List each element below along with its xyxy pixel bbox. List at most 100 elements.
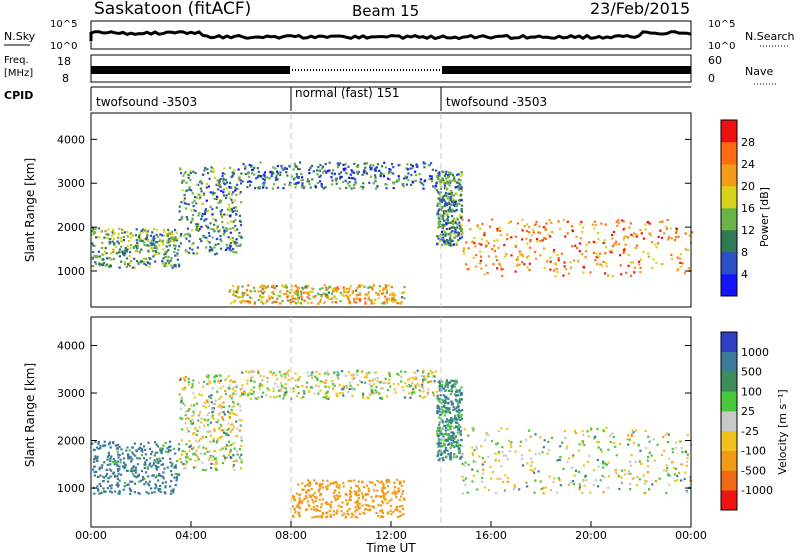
power-echo-cell [642,237,645,240]
power-echo-cell [206,239,209,242]
power-echo-cell [153,237,156,240]
power-echo-cell [370,300,373,303]
power-colorbar-swatch [721,252,737,275]
power-echo-cell [430,177,433,180]
velocity-echo-cell [140,448,143,451]
power-echo-cell [237,296,240,299]
velocity-echo-cell [393,388,396,391]
velocity-echo-cell [292,390,295,393]
power-echo-cell [629,261,632,264]
velocity-echo-cell [450,388,453,391]
power-echo-cell [639,229,642,232]
power-echo-cell [260,284,263,287]
power-echo-cell [392,187,395,190]
power-echo-cell [119,251,123,254]
velocity-echo-cell [438,398,442,401]
power-echo-cell [171,235,175,239]
freq-label: Freq. [4,55,29,66]
power-echo-cell [350,187,353,190]
power-echo-cell [355,297,358,300]
velocity-echo-cell [354,506,357,509]
power-echo-cell [188,235,192,238]
power-echo-cell [207,227,210,230]
power-echo-cell [439,182,442,185]
power-echo-cell [451,174,455,177]
power-echo-cell [256,176,259,179]
velocity-echo-cell [543,439,546,442]
velocity-echo-cell [338,484,341,487]
velocity-echo-cell [139,443,143,446]
power-echo-cell [416,165,419,168]
velocity-echo-cell [325,488,328,491]
velocity-echo-cell [199,411,202,414]
velocity-echo-cell [446,424,449,427]
power-echo-cell [578,242,582,245]
power-echo-cell [285,292,288,295]
velocity-echo-cell [618,487,621,491]
power-echo-cell [485,240,488,243]
power-echo-cell [374,176,377,179]
velocity-echo-cell [630,434,633,438]
power-echo-cell [621,219,624,222]
velocity-echo-cell [410,393,413,396]
power-echo-cell [444,209,447,212]
velocity-echo-cell [399,510,402,513]
velocity-echo-cell [91,442,94,445]
power-echo-cell [229,289,232,292]
power-echo-cell [274,167,277,170]
power-echo-cell [574,244,577,247]
power-echo-cell [149,234,152,237]
velocity-echo-cell [232,442,235,445]
power-echo-cell [453,236,456,239]
power-echo-cell [445,186,448,189]
power-echo-cell [600,264,603,267]
velocity-echo-cell [458,425,461,428]
velocity-echo-cell [301,500,304,503]
velocity-echo-cell [681,450,684,454]
velocity-echo-cell [119,473,123,476]
velocity-echo-cell [310,508,313,511]
power-echo-cell [438,192,441,195]
power-echo-cell [448,206,451,209]
power-echo-cell [259,286,262,289]
velocity-echo-cell [434,370,437,373]
velocity-echo-cell [453,426,456,429]
power-echo-cell [299,161,302,164]
power-echo-cell [219,177,222,181]
velocity-colorbar-swatch [721,351,737,372]
power-echo-cell [93,232,96,235]
power-echo-cell [205,186,208,189]
power-echo-cell [335,177,338,180]
power-echo-cell [529,246,532,249]
power-echo-cell [173,247,176,250]
velocity-echo-cell [134,454,137,457]
velocity-echo-cell [442,387,445,390]
power-echo-cell [442,195,445,198]
power-echo-cell [521,218,524,221]
velocity-echo-cell [219,387,222,390]
velocity-echo-cell [197,458,200,461]
power-echo-cell [263,174,266,177]
velocity-echo-cell [461,492,464,495]
velocity-echo-cell [133,469,136,472]
velocity-echo-cell [157,460,160,463]
velocity-echo-cell [444,420,448,423]
power-echo-cell [200,239,203,242]
power-echo-cell [390,286,393,289]
power-echo-cell [244,165,247,168]
velocity-echo-cell [230,423,233,426]
velocity-echo-cell [110,455,113,458]
velocity-echo-cell [340,510,343,513]
power-echo-cell [367,291,370,294]
velocity-echo-cell [496,442,499,445]
velocity-echo-cell [133,482,137,485]
velocity-echo-cell [173,476,176,479]
velocity-echo-cell [102,445,105,448]
power-echo-cell [261,292,264,295]
velocity-echo-cell [198,393,201,396]
power-echo-cell [234,189,237,192]
power-echo-cell [351,170,354,173]
power-echo-cell [448,200,451,203]
time-tick-label: 04:00 [175,529,207,542]
power-echo-cell [197,229,200,232]
